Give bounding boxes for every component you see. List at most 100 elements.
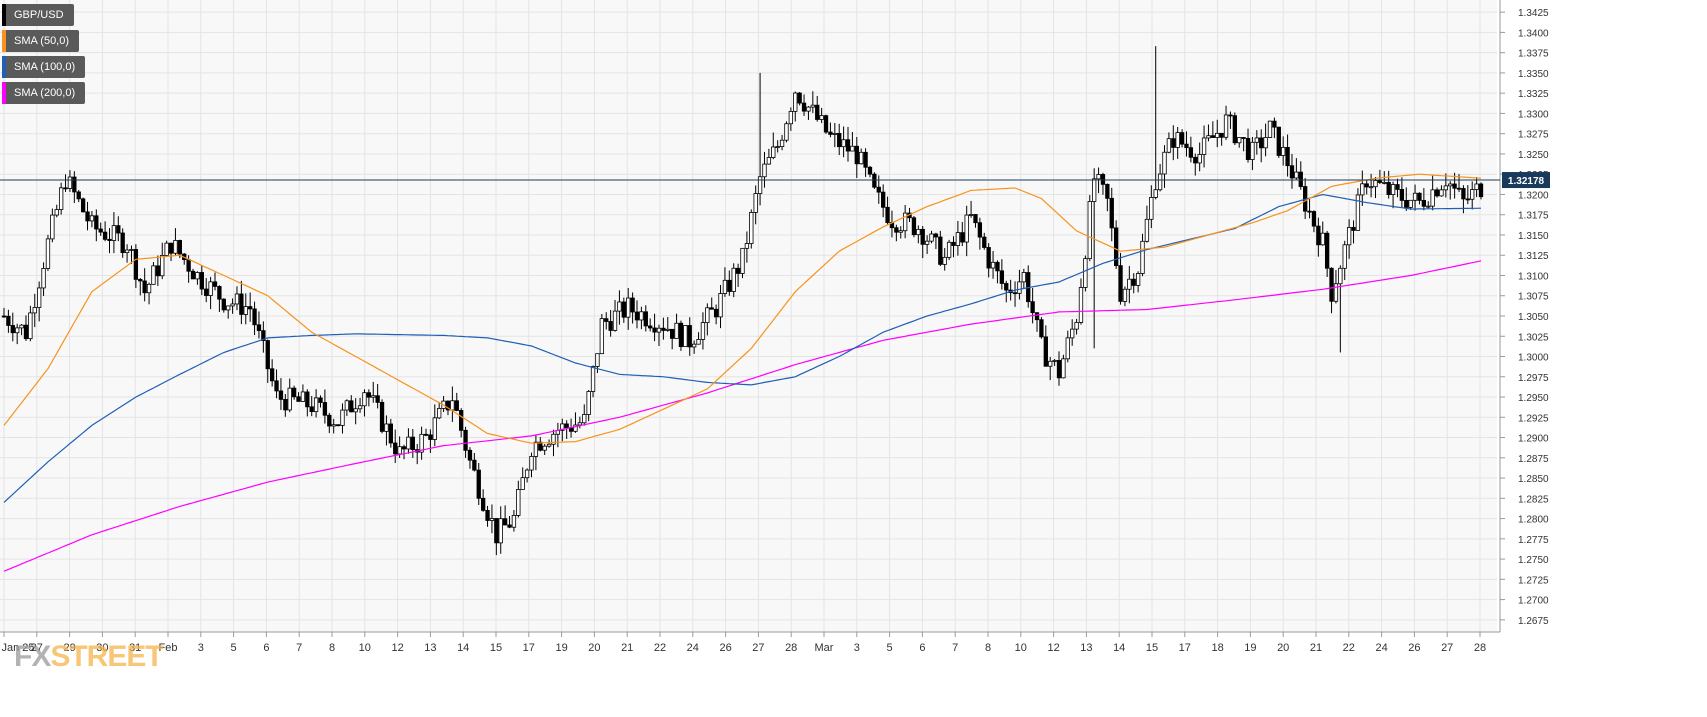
candle-body: [973, 214, 978, 224]
x-tick-label: 15: [1146, 642, 1158, 654]
candle-body: [1105, 183, 1110, 199]
candle-body: [1364, 183, 1369, 188]
candle-body: [1377, 180, 1383, 183]
candle-body: [960, 232, 965, 243]
y-tick-label: 1.2925: [1518, 413, 1549, 424]
candle-body: [480, 497, 486, 511]
candle-body: [709, 307, 714, 310]
legend: GBP/USD SMA (50,0) SMA (100,0) SMA (200,…: [2, 4, 86, 108]
candle-body: [1294, 171, 1299, 179]
legend-item-sma-100[interactable]: SMA (100,0): [2, 56, 86, 78]
x-tick-label: 28: [785, 642, 797, 654]
candle-body: [1316, 225, 1321, 246]
y-tick-label: 1.2900: [1518, 434, 1549, 445]
candle-body: [124, 249, 130, 254]
candle-body: [1087, 201, 1092, 260]
candle-body: [784, 123, 789, 141]
legend-item-sma-50[interactable]: SMA (50,0): [2, 30, 80, 52]
candle-body: [309, 406, 314, 413]
x-tick-label: 3: [854, 642, 860, 654]
current-price-label: 1.32178: [1508, 176, 1545, 187]
legend-item-sma-200[interactable]: SMA (200,0): [2, 82, 86, 104]
x-tick-label: 22: [654, 642, 666, 654]
x-tick-label: 6: [919, 642, 925, 654]
candle-body: [1285, 146, 1290, 167]
candle-body: [6, 315, 11, 326]
y-tick-label: 1.3050: [1518, 312, 1549, 323]
x-tick-label: 13: [424, 642, 436, 654]
candle-body: [120, 232, 125, 254]
candle-body: [916, 228, 921, 236]
candle-body: [498, 518, 503, 544]
candle-body: [1193, 156, 1198, 164]
candle-body: [1456, 187, 1462, 190]
logo-prefix: FX: [14, 640, 51, 673]
candle-body: [410, 436, 415, 451]
x-tick-label: 27: [752, 642, 764, 654]
candle-body: [881, 191, 886, 208]
candle-body: [1368, 186, 1374, 189]
candle-body: [432, 417, 437, 440]
candle-body: [648, 325, 653, 329]
candle-body: [815, 104, 820, 120]
candle-body: [1298, 171, 1303, 187]
logo-suffix: STREET: [50, 640, 163, 673]
x-tick-label: 12: [1047, 642, 1059, 654]
candle-body: [520, 477, 525, 490]
candle-body: [208, 281, 213, 296]
candle-body: [1245, 137, 1251, 160]
x-tick-label: 14: [457, 642, 469, 654]
candle-body: [744, 243, 750, 249]
x-tick-label: 26: [1408, 642, 1420, 654]
candle-body: [1052, 360, 1057, 362]
y-tick-label: 1.3350: [1518, 69, 1549, 80]
candle-body: [327, 414, 332, 427]
candle-body: [10, 325, 15, 334]
candle-body: [248, 306, 253, 310]
candle-body: [485, 509, 490, 521]
candle-body: [595, 353, 600, 367]
candle-body: [1021, 272, 1026, 283]
candle-body: [1478, 183, 1484, 198]
candle-body: [946, 241, 952, 258]
y-tick-label: 1.2825: [1518, 494, 1549, 505]
candle-body: [665, 328, 670, 331]
candle-body: [577, 422, 583, 426]
candle-body: [902, 212, 908, 232]
candle-body: [186, 259, 191, 272]
candle-body: [463, 429, 468, 451]
candle-body: [560, 423, 565, 431]
candle-body: [867, 166, 873, 175]
candle-body: [999, 270, 1005, 284]
candle-body: [269, 368, 275, 382]
candle-body: [986, 247, 991, 269]
candle-body: [1122, 288, 1128, 302]
x-tick-label: 12: [391, 642, 403, 654]
candle-body: [388, 423, 393, 444]
legend-item-gbpusd[interactable]: GBP/USD: [2, 4, 74, 26]
candle-body: [50, 214, 55, 240]
candle-body: [1092, 178, 1097, 202]
x-tick-label: 28: [1474, 642, 1486, 654]
candle-body: [511, 514, 517, 528]
x-tick-label: 20: [588, 642, 600, 654]
candle-body: [15, 327, 20, 334]
candle-body: [450, 400, 455, 411]
x-tick-label: Jan 25: [1, 642, 34, 654]
candle-body: [841, 139, 846, 148]
y-tick-label: 1.3400: [1518, 28, 1549, 39]
x-tick-label: 21: [621, 642, 633, 654]
candle-body: [305, 391, 310, 408]
candle-body: [968, 214, 974, 216]
candle-body: [823, 115, 829, 133]
candle-body: [929, 233, 934, 242]
x-tick-label: 14: [1113, 642, 1125, 654]
y-tick-label: 1.2775: [1518, 535, 1549, 546]
candle-body: [1048, 360, 1053, 367]
y-tick-label: 1.3300: [1518, 109, 1549, 120]
candle-body: [397, 446, 402, 455]
candle-body: [551, 433, 556, 445]
candle-body: [28, 312, 33, 340]
